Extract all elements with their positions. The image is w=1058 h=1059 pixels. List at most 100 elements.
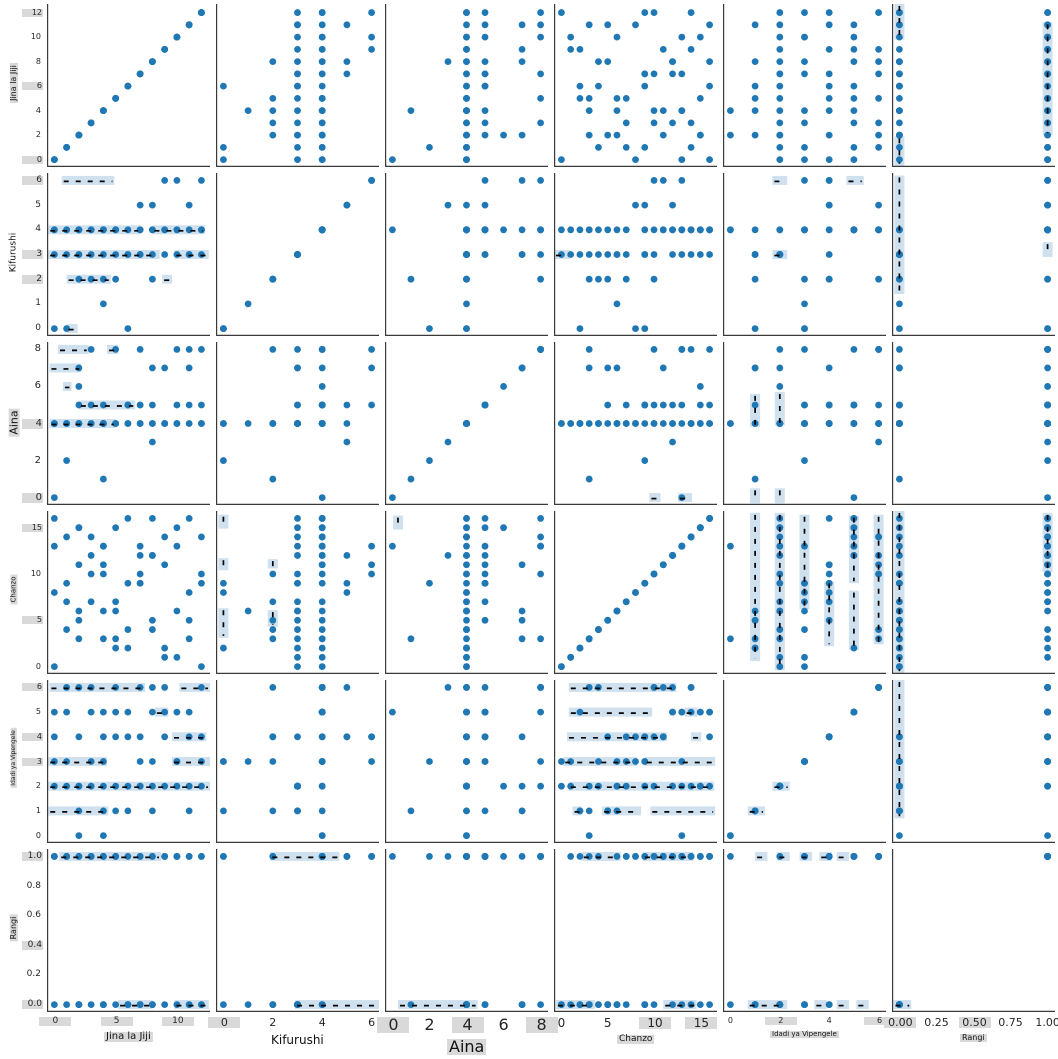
data-point	[136, 733, 144, 741]
y-tick-label-rangi: 1.0	[22, 851, 43, 861]
data-point	[613, 607, 621, 615]
data-point	[641, 82, 649, 90]
data-point	[185, 733, 193, 741]
data-point	[463, 143, 470, 151]
data-point	[850, 45, 858, 53]
data-point	[678, 1001, 686, 1008]
scatter-cell-kifurushi-vs-jina	[47, 173, 210, 336]
data-point	[269, 853, 277, 860]
data-point	[318, 533, 326, 541]
data-point	[198, 226, 205, 234]
x-tick-label-rangi: 0.00	[884, 1017, 917, 1028]
band	[836, 1000, 849, 1010]
data-point	[87, 533, 95, 541]
x-tick-label-rangi: 0.75	[998, 1016, 1023, 1029]
data-point	[463, 119, 470, 127]
data-point	[595, 58, 602, 66]
data-point	[896, 782, 903, 790]
band	[650, 806, 716, 816]
data-point	[112, 733, 120, 741]
data-point	[185, 708, 193, 716]
y-axis-title-kifurushi: Kifurushi	[8, 232, 19, 272]
data-point	[294, 782, 301, 790]
data-point	[343, 21, 351, 29]
data-point	[112, 635, 120, 643]
data-point	[678, 758, 686, 765]
data-point	[294, 733, 301, 741]
scatter-cell-idadi-vs-kifurushi	[216, 680, 379, 843]
data-point	[641, 70, 649, 78]
x-tick-label-idadi: 4	[826, 1016, 832, 1025]
y-tick-label-aina: 6	[34, 380, 41, 392]
data-point	[776, 82, 784, 90]
data-point	[801, 33, 808, 41]
data-point	[825, 251, 833, 258]
data-point	[537, 1001, 544, 1008]
data-point	[622, 758, 630, 765]
data-point	[825, 177, 833, 184]
data-point	[444, 853, 452, 860]
data-point	[481, 524, 489, 532]
data-point	[706, 21, 713, 29]
data-point	[148, 251, 156, 258]
data-point	[481, 598, 489, 606]
data-point	[896, 364, 903, 372]
data-point	[558, 758, 565, 765]
data-point	[875, 58, 882, 66]
data-point	[537, 853, 544, 860]
data-point	[825, 364, 833, 372]
data-point	[136, 570, 144, 578]
data-point	[463, 616, 470, 624]
data-point	[294, 94, 301, 102]
data-point	[751, 325, 759, 332]
data-point	[463, 552, 470, 559]
data-point	[537, 346, 544, 353]
data-point	[318, 853, 326, 860]
data-point	[604, 226, 612, 234]
data-point	[850, 524, 858, 532]
data-point	[1044, 653, 1051, 661]
data-point	[801, 226, 808, 234]
data-point	[558, 9, 565, 16]
data-point	[706, 82, 713, 90]
data-point	[294, 607, 301, 615]
data-point	[825, 156, 833, 164]
data-point	[687, 782, 695, 790]
data-point	[50, 156, 58, 164]
data-point	[173, 226, 181, 234]
data-point	[463, 9, 470, 16]
data-point	[269, 475, 277, 483]
data-point	[463, 653, 470, 661]
data-point	[463, 1001, 470, 1008]
data-point	[696, 226, 704, 234]
data-point	[801, 542, 808, 550]
data-point	[825, 570, 833, 578]
data-point	[1044, 626, 1051, 633]
data-point	[896, 107, 903, 115]
data-point	[613, 1001, 621, 1008]
data-point	[537, 226, 544, 234]
data-point	[75, 131, 83, 139]
data-point	[269, 616, 277, 624]
data-point	[368, 542, 375, 550]
data-point	[537, 684, 544, 691]
scatter-cell-kifurushi-vs-rangi	[892, 173, 1055, 336]
y-axis-title-aina: Aina	[7, 407, 21, 437]
data-point	[185, 251, 193, 258]
data-point	[776, 570, 784, 578]
data-point	[318, 684, 326, 691]
band	[777, 851, 790, 861]
data-point	[595, 275, 602, 283]
data-point	[50, 420, 58, 427]
band	[894, 680, 905, 819]
data-point	[463, 708, 470, 716]
data-point	[696, 383, 704, 390]
data-point	[1044, 177, 1051, 184]
data-point	[595, 782, 602, 790]
data-point	[604, 58, 612, 66]
data-point	[776, 58, 784, 66]
data-point	[850, 644, 858, 652]
data-point	[776, 94, 784, 102]
data-point	[294, 644, 301, 652]
data-point	[622, 782, 630, 790]
